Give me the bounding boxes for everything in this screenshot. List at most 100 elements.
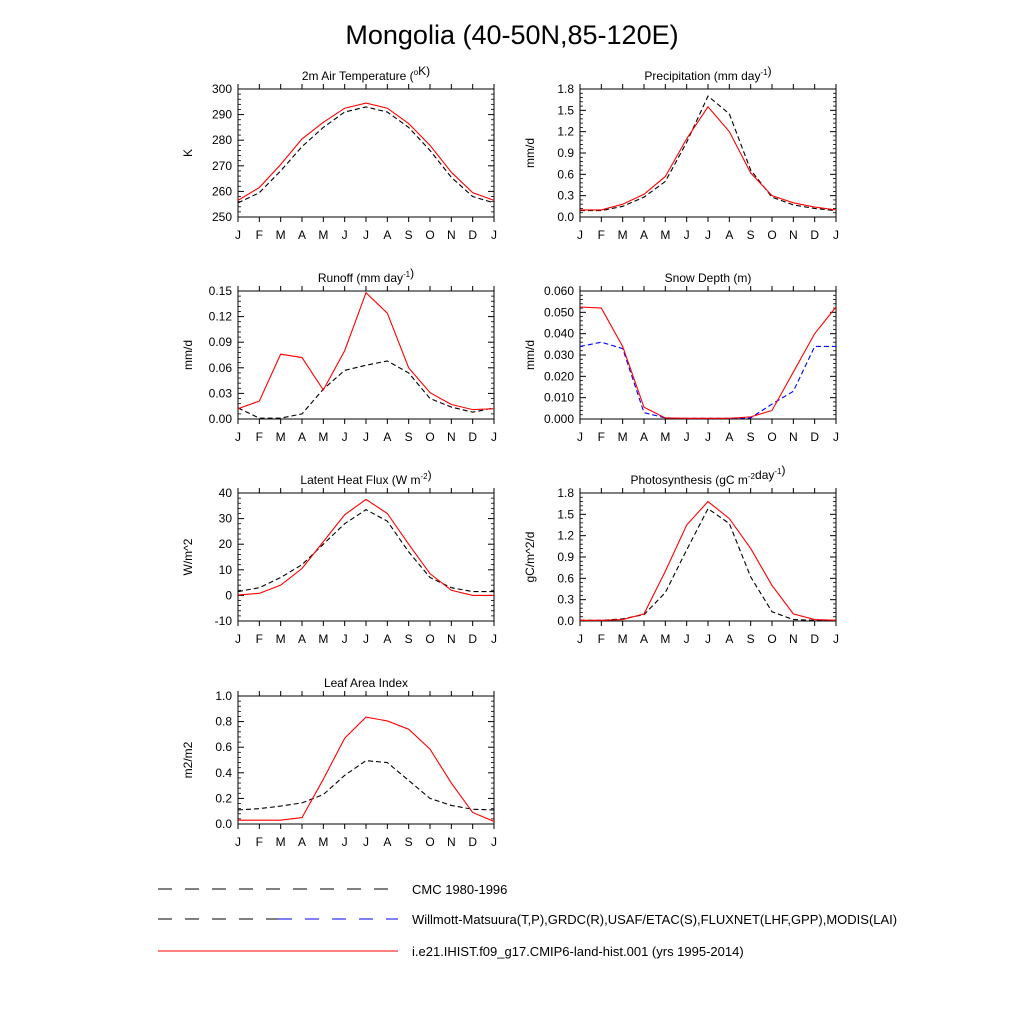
x-tick-label: M bbox=[618, 632, 628, 646]
y-tick-label: 1.2 bbox=[557, 125, 574, 139]
x-tick-label: M bbox=[276, 835, 286, 849]
panel-title: Precipitation (mm day-1) bbox=[644, 64, 771, 83]
x-tick-label: J bbox=[235, 228, 241, 242]
y-tick-label: 1.5 bbox=[557, 507, 574, 521]
x-tick-label: J bbox=[342, 835, 348, 849]
x-tick-label: J bbox=[491, 228, 497, 242]
y-tick-label: 280 bbox=[212, 133, 232, 147]
x-tick-label: A bbox=[383, 430, 391, 444]
x-tick-label: S bbox=[405, 835, 413, 849]
x-tick-label: D bbox=[468, 228, 477, 242]
y-tick-label: 0.030 bbox=[544, 348, 574, 362]
series-line-obs bbox=[237, 106, 495, 204]
panel-title: Photosynthesis (gC m-2day-1) bbox=[631, 463, 786, 487]
x-tick-label: M bbox=[318, 430, 328, 444]
panel-title: 2m Air Temperature (oK) bbox=[302, 64, 430, 83]
y-axis-label: W/m^2 bbox=[181, 538, 195, 575]
y-tick-label: 0.6 bbox=[215, 740, 232, 754]
y-tick-label: 0.040 bbox=[544, 327, 574, 341]
y-tick-label: 270 bbox=[212, 159, 232, 173]
x-tick-label: S bbox=[405, 430, 413, 444]
x-tick-label: O bbox=[767, 228, 776, 242]
y-tick-label: 0.000 bbox=[544, 412, 574, 426]
y-tick-label: 0.15 bbox=[209, 284, 233, 298]
x-tick-label: S bbox=[405, 632, 413, 646]
panel-runoff: Runoff (mm day-1) mm/d 0.00 0.03 0.06 0.09 0.1… bbox=[181, 266, 497, 444]
x-tick-label: J bbox=[833, 228, 839, 242]
x-tick-label: J bbox=[491, 632, 497, 646]
x-tick-label: A bbox=[383, 228, 391, 242]
y-tick-label: 0.0 bbox=[215, 817, 232, 831]
x-tick-label: J bbox=[684, 632, 690, 646]
series-line-obs bbox=[580, 507, 836, 621]
panel-title: Leaf Area Index bbox=[324, 676, 408, 690]
series-line-model bbox=[237, 291, 495, 411]
series-line-obs bbox=[580, 95, 837, 212]
plot-frame bbox=[237, 88, 495, 218]
x-tick-label: M bbox=[618, 430, 628, 444]
series-line-model bbox=[580, 500, 837, 621]
series-line-obs bbox=[237, 360, 495, 419]
panel-precip: Precipitation (mm day-1) mm/d 0.0 0.3 0.6 0.9… bbox=[523, 64, 839, 242]
y-tick-label: 0.010 bbox=[544, 391, 574, 405]
panel-title: Runoff (mm day-1) bbox=[318, 266, 414, 285]
panel-snow: Snow Depth (m) mm/d 0.000 0.010 0.020 0.030 0.… bbox=[523, 271, 839, 444]
y-tick-label: 0.9 bbox=[557, 146, 574, 160]
plot-frame bbox=[237, 492, 495, 622]
series-line-model bbox=[237, 102, 495, 201]
x-tick-label: D bbox=[468, 430, 477, 444]
x-tick-label: S bbox=[747, 632, 755, 646]
x-tick-label: M bbox=[276, 430, 286, 444]
series-line-model bbox=[579, 306, 837, 419]
x-tick-label: S bbox=[747, 430, 755, 444]
x-tick-label: N bbox=[447, 632, 456, 646]
y-axis-label: m2/m2 bbox=[181, 741, 195, 778]
x-tick-label: F bbox=[598, 430, 605, 444]
x-tick-label: O bbox=[425, 430, 434, 444]
x-tick-label: J bbox=[363, 430, 369, 444]
x-tick-label: A bbox=[640, 228, 648, 242]
panel-lhf: Latent Heat Flux (W m-2) W/m^2 -10 0 10 20 30 4… bbox=[181, 468, 497, 646]
y-tick-label: 0.4 bbox=[215, 766, 232, 780]
legend-label-0: CMC 1980-1996 bbox=[412, 882, 507, 897]
series-line-cmc bbox=[579, 341, 836, 419]
x-tick-label: F bbox=[598, 632, 605, 646]
x-tick-label: A bbox=[640, 632, 648, 646]
x-tick-label: N bbox=[789, 228, 798, 242]
x-tick-label: A bbox=[725, 632, 733, 646]
y-tick-label: 30 bbox=[219, 512, 233, 526]
y-tick-label: 0.12 bbox=[209, 310, 233, 324]
x-tick-label: A bbox=[298, 430, 306, 444]
x-tick-label: J bbox=[235, 835, 241, 849]
x-tick-label: J bbox=[684, 430, 690, 444]
y-tick-label: 0.3 bbox=[557, 593, 574, 607]
x-tick-label: N bbox=[447, 835, 456, 849]
x-tick-label: F bbox=[256, 632, 263, 646]
y-tick-label: 0.050 bbox=[544, 305, 574, 319]
x-tick-label: D bbox=[810, 632, 819, 646]
x-tick-label: J bbox=[833, 430, 839, 444]
series-line-obs bbox=[237, 508, 494, 593]
x-tick-label: M bbox=[660, 430, 670, 444]
y-tick-label: 0.00 bbox=[209, 412, 233, 426]
y-tick-label: 0.020 bbox=[544, 369, 574, 383]
x-tick-label: D bbox=[468, 632, 477, 646]
x-tick-label: J bbox=[491, 430, 497, 444]
x-tick-label: J bbox=[342, 632, 348, 646]
x-tick-label: N bbox=[789, 430, 798, 444]
x-tick-label: M bbox=[618, 228, 628, 242]
x-tick-label: J bbox=[342, 228, 348, 242]
x-tick-label: A bbox=[725, 430, 733, 444]
panel-title: Latent Heat Flux (W m-2) bbox=[300, 468, 431, 487]
y-tick-label: 40 bbox=[219, 486, 233, 500]
series-line-model bbox=[580, 105, 837, 211]
y-axis-label: mm/d bbox=[523, 138, 537, 168]
panel-title: Snow Depth (m) bbox=[665, 271, 752, 285]
x-tick-label: A bbox=[298, 632, 306, 646]
y-tick-label: 1.8 bbox=[557, 82, 574, 96]
y-tick-label: 0.0 bbox=[557, 210, 574, 224]
y-axis-label: gC/m^2/d bbox=[523, 532, 537, 583]
y-tick-label: 1.8 bbox=[557, 486, 574, 500]
x-tick-label: J bbox=[705, 632, 711, 646]
